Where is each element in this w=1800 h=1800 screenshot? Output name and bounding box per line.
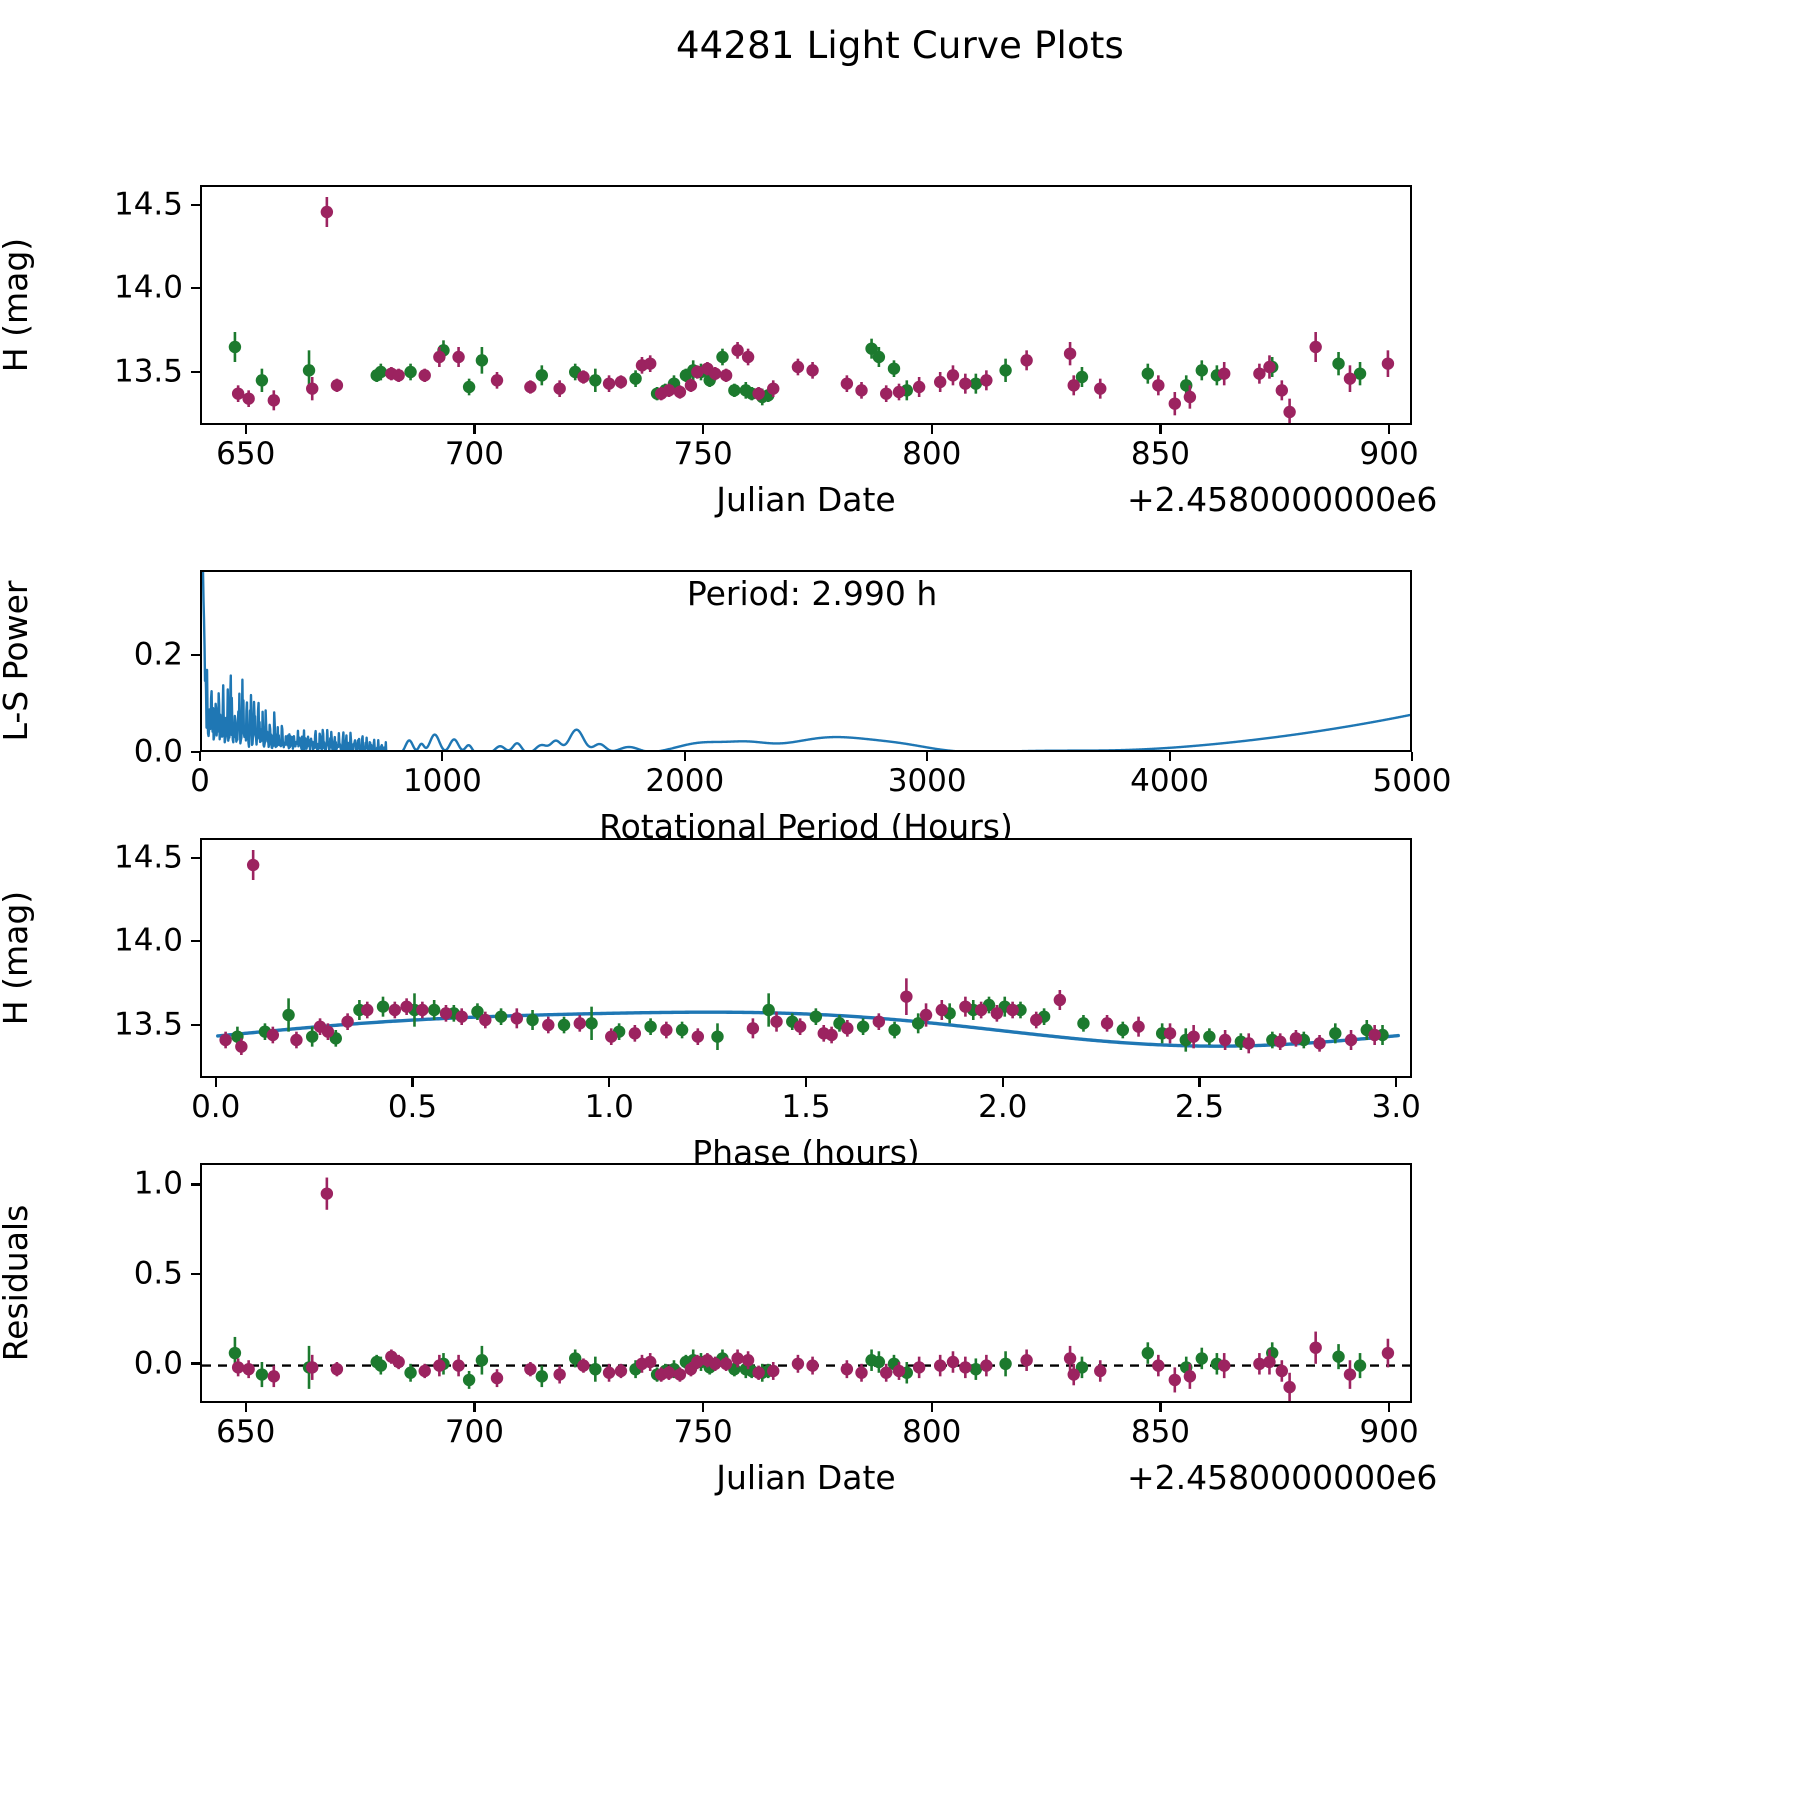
x-tickmark — [683, 752, 686, 761]
plot-area-phased-lightcurve — [200, 838, 1412, 1078]
x-tick-label: 750 — [673, 436, 733, 472]
x-tickmark — [473, 425, 476, 434]
x-tickmark — [1395, 1078, 1398, 1087]
x-tick-label: 2000 — [645, 763, 725, 799]
y-tick-label: 0.0 — [133, 733, 183, 770]
series-layer-phased-lightcurve — [216, 850, 1400, 1055]
series-series_a — [228, 332, 1367, 406]
x-tickmark — [473, 1403, 476, 1412]
y-tick-label: 13.5 — [113, 1006, 183, 1043]
y-tick-label: 0.0 — [133, 1345, 183, 1382]
x-tickmark — [244, 425, 247, 434]
y-tick-label: 13.5 — [113, 353, 183, 390]
x-tickmark — [411, 1078, 414, 1087]
x-tick-label: 3.0 — [1371, 1089, 1421, 1125]
x-tick-label: 650 — [216, 436, 276, 472]
x-tick-label: 0.5 — [387, 1089, 438, 1125]
y-tickmark — [191, 1183, 200, 1186]
x-tickmark — [1159, 1403, 1162, 1412]
plot-area-lightcurve-time — [200, 185, 1412, 425]
y-tickmark — [191, 750, 200, 754]
x-tickmark — [1388, 425, 1391, 434]
x-tickmark — [1168, 752, 1171, 761]
series-layer-lightcurve-time — [228, 197, 1395, 423]
figure-title: 44281 Light Curve Plots — [675, 24, 1125, 67]
series-layer-residuals — [202, 1177, 1410, 1401]
y-tickmark — [191, 856, 200, 860]
x-tick-label: 0 — [190, 763, 210, 799]
period-annotation: Period: 2.990 h — [686, 574, 938, 613]
y-tick-label: 0.2 — [133, 636, 183, 673]
y-tickmark — [191, 1362, 200, 1365]
x-tickmark — [608, 1078, 611, 1087]
x-tickmark — [930, 1403, 933, 1412]
series-layer-lomb-scargle-periodogram — [202, 572, 1410, 750]
x-tickmark — [701, 1403, 705, 1412]
x-tick-label: 850 — [1130, 1414, 1191, 1450]
x-tickmark — [214, 1078, 217, 1087]
x-tick-label: 3000 — [887, 763, 967, 799]
x-tickmark — [1001, 1078, 1004, 1087]
x-tick-label: 800 — [902, 436, 962, 472]
x-tick-label: 4000 — [1130, 763, 1210, 799]
plot-area-lomb-scargle-periodogram — [200, 570, 1412, 752]
y-tick-label: 1.0 — [133, 1165, 183, 1202]
x-tickmark — [441, 752, 444, 761]
x-tickmark — [926, 752, 929, 761]
x-tickmark — [804, 1078, 808, 1087]
x-tickmark — [198, 752, 202, 761]
x-tick-label: 700 — [444, 436, 504, 472]
y-tickmark — [191, 940, 200, 943]
series-series_b — [219, 850, 1381, 1055]
x-tickmark — [1198, 1078, 1201, 1087]
x-axis-offset-label: +2.4580000000e6 — [1127, 480, 1438, 519]
x-axis-label: Julian Date — [716, 480, 896, 519]
series-series_b — [231, 1177, 1395, 1401]
series-series_b — [231, 197, 1395, 423]
x-tickmark — [244, 1403, 247, 1412]
y-tickmark — [191, 287, 200, 290]
x-tick-label: 650 — [216, 1414, 276, 1450]
x-tick-label: 850 — [1130, 436, 1191, 472]
x-tickmark — [701, 425, 705, 434]
y-tickmark — [191, 653, 200, 657]
y-tickmark — [191, 370, 200, 373]
y-tick-label: 0.5 — [133, 1255, 183, 1292]
x-tick-label: 900 — [1359, 1414, 1419, 1450]
x-tick-label: 1.0 — [584, 1089, 634, 1125]
y-tickmark — [191, 203, 200, 207]
x-tickmark — [930, 425, 933, 434]
x-tick-label: 2.5 — [1174, 1089, 1225, 1125]
y-axis-label: Residuals — [0, 1204, 35, 1362]
y-tickmark — [191, 1023, 200, 1026]
x-tick-label: 900 — [1359, 436, 1419, 472]
x-tickmark — [1159, 425, 1162, 434]
x-tick-label: 750 — [673, 1414, 733, 1450]
x-tick-label: 700 — [444, 1414, 504, 1450]
plot-area-residuals — [200, 1163, 1412, 1403]
y-tick-label: 14.0 — [113, 269, 183, 306]
x-tick-label: 5000 — [1372, 763, 1452, 799]
x-tickmark — [1410, 752, 1414, 761]
x-axis-offset-label: +2.4580000000e6 — [1127, 1458, 1438, 1497]
y-tickmark — [191, 1272, 200, 1276]
x-tick-label: 2.0 — [978, 1089, 1028, 1125]
x-tick-label: 800 — [902, 1414, 962, 1450]
x-tickmark — [1388, 1403, 1391, 1412]
x-axis-label: Julian Date — [716, 1458, 896, 1497]
y-tick-label: 14.0 — [113, 922, 183, 959]
y-tick-label: 14.5 — [113, 186, 183, 223]
x-tick-label: 1000 — [402, 763, 482, 799]
x-tick-label: 0.0 — [191, 1089, 241, 1125]
y-tick-label: 14.5 — [113, 839, 183, 876]
x-tick-label: 1.5 — [781, 1089, 831, 1125]
